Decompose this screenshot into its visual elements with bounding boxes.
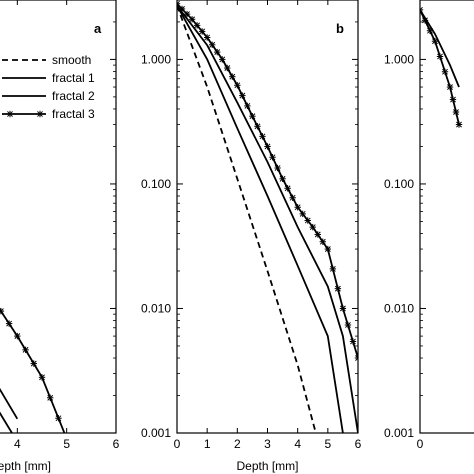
y-tick-label: 0.001	[384, 426, 414, 440]
series-marker	[420, 6, 423, 11]
series-group-b	[177, 0, 358, 433]
series-line-fractal-1	[0, 411, 14, 433]
legend-label: fractal 3	[52, 107, 95, 121]
y-tick-label: 0.100	[141, 177, 171, 191]
panel-label-b: b	[336, 21, 344, 36]
series-marker	[355, 357, 358, 361]
series-line-fractal-2	[420, 9, 460, 88]
legend-label: fractal 2	[52, 89, 95, 103]
series-line-fractal-1	[420, 9, 460, 125]
x-tick-label: 5	[63, 437, 70, 451]
y-tick-label: 1.000	[141, 52, 171, 66]
x-tick-label: 4	[14, 437, 21, 451]
x-tick-label: 1	[204, 437, 211, 451]
y-tick-label: 0.001	[141, 426, 171, 440]
x-tick-label: 6	[355, 437, 362, 451]
legend-label: fractal 1	[52, 71, 95, 85]
y-tick-label: 0.010	[384, 301, 414, 315]
series-line-fractal-1	[177, 5, 344, 433]
series-group-a	[0, 307, 66, 433]
series-group-c	[420, 6, 463, 128]
series-marker	[177, 3, 180, 7]
plot-frame-a	[0, 0, 117, 434]
x-tick-label: 4	[294, 437, 301, 451]
x-tick-label: 6	[113, 437, 120, 451]
plot-frame-b	[176, 0, 359, 434]
panel-b: 0 1 2 3 4 5 6 0.001 0.010 0.100 1.000 Depth [mm] b	[141, 0, 362, 473]
x-tick-label: 0	[417, 437, 424, 451]
x-tick-label: 0	[174, 437, 181, 451]
legend: smooth fractal 1 fractal 2 fractal 3	[2, 53, 95, 121]
y-tick-label: 0.100	[384, 177, 414, 191]
x-tick-label: 3	[264, 437, 271, 451]
x-axis-label: Depth [mm]	[236, 459, 298, 473]
x-tick-label: 5	[324, 437, 331, 451]
y-tick-label: 0.010	[141, 301, 171, 315]
plot-frame-c	[419, 0, 474, 434]
series-line-smooth	[177, 5, 317, 433]
legend-label: smooth	[52, 53, 91, 67]
series-line-fractal-3	[0, 308, 66, 433]
series-marker	[355, 355, 358, 359]
panel-label-a: a	[94, 21, 102, 36]
x-tick-label: 2	[234, 437, 241, 451]
series-line-fractal-3	[177, 3, 358, 359]
y-tick-label: 1.000	[384, 52, 414, 66]
series-line-fractal-2	[177, 5, 358, 433]
x-axis-label: Depth [mm]	[0, 459, 51, 473]
series-marker	[177, 0, 180, 5]
